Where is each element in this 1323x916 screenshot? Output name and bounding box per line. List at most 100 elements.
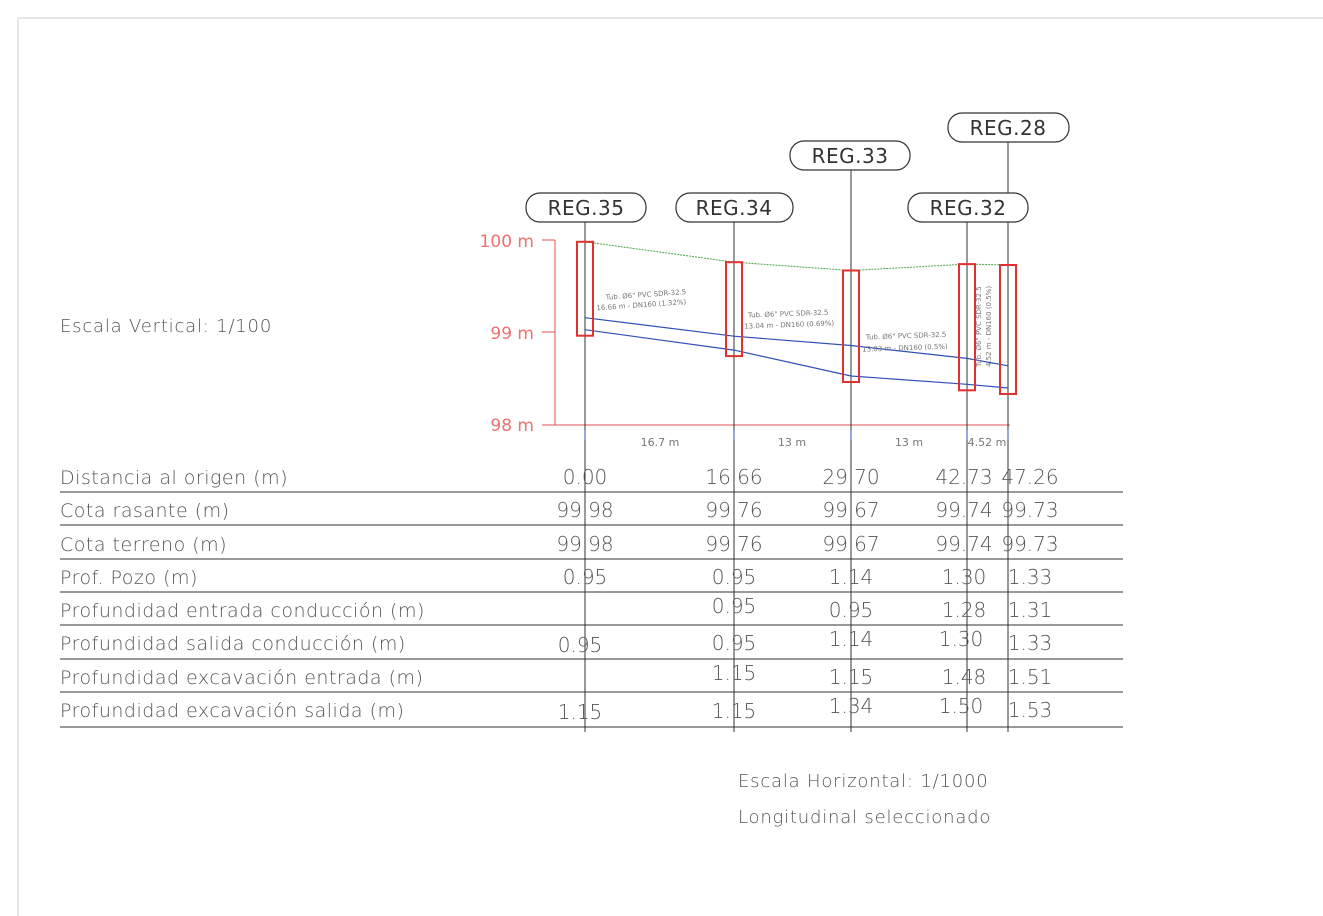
register-name: REG.32 (930, 196, 1007, 220)
table-row-cota-terreno: Cota terreno (m) 99.98 99.76 99.67 99.74… (60, 532, 1123, 560)
register-name: REG.28 (970, 116, 1047, 140)
cell-value: 1.33 (1008, 565, 1053, 589)
register-name: REG.34 (696, 196, 773, 220)
table-row-prof-excavacion-salida: Profundidad excavación salida (m) 1.15 1… (60, 694, 1123, 728)
cell-value: 99.73 (1001, 498, 1058, 522)
cell-value: 1.30 (942, 565, 987, 589)
pipe-annotation-line1: Tub. Ø6" PVC SDR-32.5 (975, 286, 983, 368)
register-reg35: REG.35 (525, 192, 647, 223)
table-row-prof-salida-conduccion: Profundidad salida conducción (m) 0.95 0… (60, 627, 1123, 660)
pipe-bottom-line (584, 329, 1009, 389)
cell-value: 1.48 (942, 665, 987, 689)
register-reg33: REG.33 (789, 140, 911, 171)
manhole-reg28 (999, 264, 1017, 395)
pipe-annotation-line2: 4.52 m - DN160 (0.5%) (985, 286, 993, 367)
cell-value: 99.98 (556, 498, 613, 522)
ground-line (584, 241, 1009, 272)
register-badge (675, 192, 794, 223)
cell-value: 0.95 (558, 633, 603, 657)
register-badge (907, 192, 1029, 223)
table-row-prof-pozo: Prof. Pozo (m) 0.95 0.95 1.14 1.30 1.33 (60, 565, 1123, 593)
elevation-label-98: 98 m (490, 416, 534, 436)
cell-value: 42.73 (935, 465, 992, 489)
row-label: Profundidad salida conducción (m) (60, 633, 406, 655)
cell-value: 1.34 (829, 694, 874, 718)
segment-length-3: 13 m (895, 436, 923, 449)
row-label: Profundidad entrada conducción (m) (60, 600, 425, 622)
row-label: Prof. Pozo (m) (60, 567, 198, 589)
table-row-cota-rasante: Cota rasante (m) 99.98 99.76 99.67 99.74… (60, 498, 1123, 526)
cell-value: 0.95 (712, 631, 757, 655)
segment-length-4: 4.52 m (968, 436, 1007, 449)
profile-data-table: Distancia al origen (m) 0.00 16.66 29.70… (60, 465, 1123, 728)
row-label: Profundidad excavación entrada (m) (60, 667, 423, 689)
cell-value: 0.00 (563, 465, 608, 489)
cell-value: 0.95 (712, 565, 757, 589)
cell-value: 1.15 (829, 665, 874, 689)
elevation-axis: 100 m 99 m 98 m (480, 232, 1010, 436)
selection-label: Longitudinal seleccionado (738, 807, 991, 828)
register-reg34: REG.34 (675, 192, 794, 223)
cell-value: 99.67 (822, 498, 879, 522)
manhole-reg35 (576, 240, 594, 337)
register-badge (789, 140, 911, 171)
pipe-annotation-3: Tub. Ø6" PVC SDR-32.5 13.03 m - DN160 (0… (862, 331, 948, 354)
cell-value: 1.51 (1008, 665, 1053, 689)
cell-value: 1.28 (942, 598, 987, 622)
cell-value: 16.66 (705, 465, 762, 489)
table-row-distance: Distancia al origen (m) 0.00 16.66 29.70… (60, 465, 1123, 493)
cell-value: 0.95 (829, 598, 874, 622)
segment-length-2: 13 m (778, 436, 806, 449)
manholes (576, 240, 1017, 395)
elevation-label-99: 99 m (490, 324, 534, 344)
pipe-annotation-2: Tub. Ø6" PVC SDR-32.5 13.04 m - DN160 (0… (744, 309, 834, 331)
cell-value: 99.74 (935, 498, 992, 522)
pipe-annotation-line2: 13.04 m - DN160 (0.69%) (744, 319, 834, 330)
cell-value: 99.73 (1001, 532, 1058, 556)
cell-value: 99.67 (822, 532, 879, 556)
cell-value: 1.15 (712, 699, 757, 723)
elevation-label-100: 100 m (480, 232, 534, 252)
register-name: REG.33 (812, 144, 889, 168)
cell-value: 1.50 (939, 694, 984, 718)
segment-length-1: 16.7 m (641, 436, 680, 449)
register-labels: REG.35 REG.34 REG.33 REG.32 REG.28 (525, 112, 1070, 223)
table-row-prof-entrada-conduccion: Profundidad entrada conducción (m) 0.95 … (60, 594, 1123, 626)
cell-value: 1.15 (712, 661, 757, 685)
manhole-reg33 (842, 269, 860, 383)
register-reg28: REG.28 (947, 112, 1070, 143)
cell-value: 1.53 (1008, 698, 1053, 722)
pipe-annotation-4: Tub. Ø6" PVC SDR-32.5 4.52 m - DN160 (0.… (975, 286, 993, 368)
register-badge (947, 112, 1070, 143)
cell-value: 0.95 (563, 565, 608, 589)
cell-value: 47.26 (1001, 465, 1058, 489)
register-badge (525, 192, 647, 223)
cell-value: 1.14 (829, 565, 874, 589)
cell-value: 99.98 (556, 532, 613, 556)
horizontal-scale-label: Escala Horizontal: 1/1000 (738, 771, 988, 792)
register-name: REG.35 (548, 196, 625, 220)
cell-value: 1.30 (939, 627, 984, 651)
manhole-reg32 (958, 263, 976, 392)
pipe-top-line (584, 317, 1009, 367)
cell-value: 99.76 (705, 498, 762, 522)
pipe-annotation-line1: Tub. Ø6" PVC SDR-32.5 (747, 309, 829, 320)
cell-value: 1.15 (558, 700, 603, 724)
manhole-reg34 (725, 261, 743, 358)
pipe-annotation-1: Tub. Ø6" PVC SDR-32.5 16.66 m - DN160 (1… (596, 288, 687, 312)
row-label: Cota rasante (m) (60, 500, 230, 522)
register-reg32: REG.32 (907, 192, 1029, 223)
cell-value: 1.31 (1008, 598, 1053, 622)
cell-value: 29.70 (822, 465, 879, 489)
cell-value: 1.14 (829, 627, 874, 651)
row-label: Cota terreno (m) (60, 534, 227, 556)
cell-value: 0.95 (712, 594, 757, 618)
vertical-scale-label: Escala Vertical: 1/100 (60, 316, 272, 337)
table-row-prof-excavacion-entrada: Profundidad excavación entrada (m) 1.15 … (60, 661, 1123, 693)
station-ticks (584, 430, 1009, 440)
row-label: Profundidad excavación salida (m) (60, 700, 404, 722)
cell-value: 99.76 (705, 532, 762, 556)
cell-value: 99.74 (935, 532, 992, 556)
pipe-annotation-line2: 13.03 m - DN160 (0.5%) (862, 343, 948, 354)
